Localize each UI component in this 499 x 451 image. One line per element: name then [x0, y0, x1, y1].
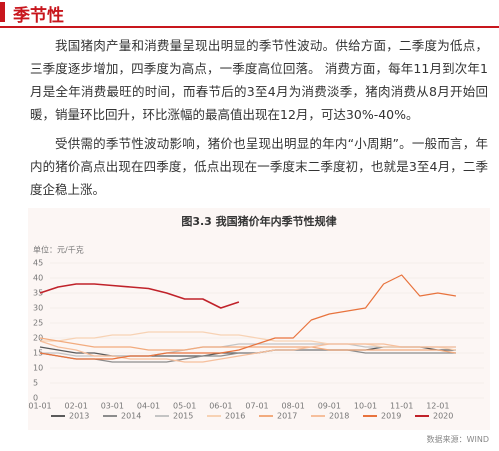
chart-box: 图3.3 我国猪价年内季节性规律 单位：元/千克 0 5 10 15 20 25 30 35 4… — [28, 208, 490, 430]
chart: 图3.3 我国猪价年内季节性规律 单位：元/千克 0 5 10 15 20 25 30 35 4… — [28, 214, 484, 421]
series-line — [40, 331, 456, 351]
y-tick-label: 30 — [33, 304, 43, 313]
y-tick-label: 20 — [33, 334, 43, 343]
series-line — [39, 349, 456, 363]
paragraph: 我国猪肉产量和消费量呈现出明显的季节性波动。供给方面，二季度为低点，三季度逐步增… — [30, 38, 488, 122]
y-tick-label: 45 — [33, 259, 43, 268]
x-tick-label: 01-01 — [28, 402, 51, 411]
x-tick-label: 03-01 — [101, 402, 124, 411]
y-tick-label: 40 — [33, 274, 43, 283]
y-tick-label: 25 — [33, 319, 43, 328]
source-note: 数据来源：WIND — [426, 435, 489, 444]
x-tick-label: 04-01 — [137, 402, 160, 411]
legend-label: 2019 — [381, 412, 401, 421]
y-tick-label: 35 — [33, 289, 43, 298]
legend-label: 2015 — [173, 412, 193, 421]
section-header: 季节性 — [0, 0, 499, 28]
legend-label: 2016 — [225, 412, 245, 421]
legend-label: 2013 — [69, 412, 89, 421]
y-tick-label: 10 — [33, 364, 43, 373]
y-tick-label: 0 — [33, 394, 38, 403]
paragraph: 受供需的季节性波动影响，猪价也呈现出明显的年内“小周期”。一般而言，年内的猪价高… — [30, 136, 489, 197]
series-line — [39, 274, 456, 360]
x-tick-label: 12-01 — [426, 402, 449, 411]
x-tick-label: 07-01 — [245, 402, 268, 411]
x-tick-label: 06-01 — [209, 402, 232, 411]
legend-label: 2020 — [433, 412, 453, 421]
header-bar — [0, 2, 5, 22]
section-title: 季节性 — [13, 6, 64, 26]
x-tick-label: 11-01 — [390, 402, 413, 411]
x-tick-label: 05-01 — [173, 402, 196, 411]
x-tick-label: 02-01 — [65, 402, 88, 411]
series-line — [39, 283, 240, 309]
y-tick-label: 5 — [33, 379, 38, 388]
series-line — [39, 340, 456, 363]
x-tick-label: 10-01 — [354, 402, 377, 411]
legend-label: 2018 — [329, 412, 349, 421]
x-tick-label: 08-01 — [282, 402, 305, 411]
legend-label: 2014 — [121, 412, 141, 421]
y-axis-label: 单位：元/千克 — [33, 245, 84, 255]
x-tick-label: 09-01 — [318, 402, 341, 411]
y-tick-label: 15 — [33, 349, 43, 358]
legend-label: 2017 — [277, 412, 297, 421]
chart-title: 图3.3 我国猪价年内季节性规律 — [181, 214, 336, 228]
